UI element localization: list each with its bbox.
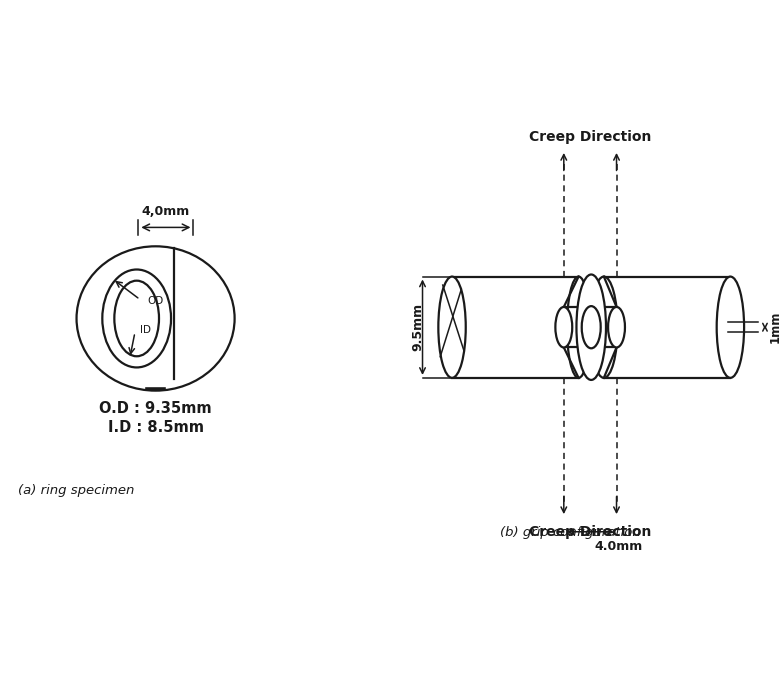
Text: ID: ID <box>140 325 151 336</box>
Text: Creep Direction: Creep Direction <box>529 129 651 144</box>
Text: 4,0mm: 4,0mm <box>142 205 190 218</box>
Text: I.D : 8.5mm: I.D : 8.5mm <box>108 420 204 435</box>
Ellipse shape <box>114 281 159 356</box>
Text: OD: OD <box>147 297 163 306</box>
Ellipse shape <box>717 277 744 378</box>
Ellipse shape <box>77 247 234 390</box>
Text: O.D : 9.35mm: O.D : 9.35mm <box>99 401 212 416</box>
Ellipse shape <box>438 277 465 378</box>
Text: (a) ring specimen: (a) ring specimen <box>18 484 134 497</box>
Text: (b) grip configuration: (b) grip configuration <box>500 526 640 539</box>
Text: Creep Direction: Creep Direction <box>529 525 651 539</box>
Ellipse shape <box>576 275 606 380</box>
Text: 1mm: 1mm <box>769 311 781 343</box>
Ellipse shape <box>608 307 625 347</box>
Text: 4.0mm: 4.0mm <box>594 540 643 553</box>
Ellipse shape <box>555 307 572 347</box>
Ellipse shape <box>567 277 590 378</box>
Ellipse shape <box>590 277 618 378</box>
Ellipse shape <box>102 269 171 367</box>
Ellipse shape <box>582 306 601 348</box>
Text: 9.5mm: 9.5mm <box>411 303 424 351</box>
